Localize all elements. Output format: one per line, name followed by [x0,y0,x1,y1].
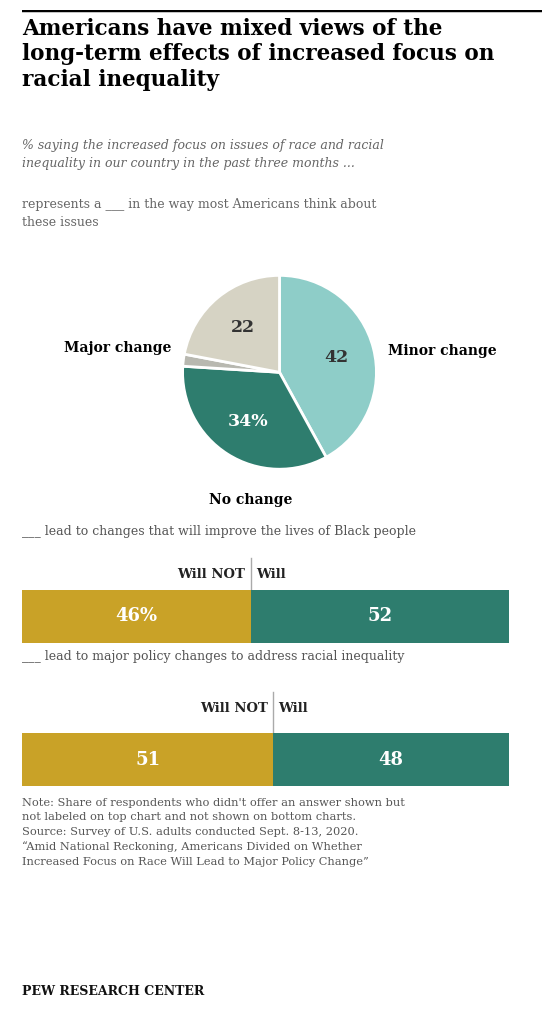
Wedge shape [183,367,326,469]
Bar [250,590,509,643]
Text: Will NOT: Will NOT [177,568,245,581]
Text: represents a ___ in the way most Americans think about
these issues: represents a ___ in the way most America… [22,198,377,228]
Text: Americans have mixed views of the
long-term effects of increased focus on
racial: Americans have mixed views of the long-t… [22,17,495,90]
Text: 34%: 34% [228,413,269,430]
Bar [22,733,273,786]
Text: Minor change: Minor change [388,344,496,358]
Text: 22: 22 [230,319,254,336]
Bar [273,733,509,786]
Wedge shape [183,354,280,373]
Text: Will NOT: Will NOT [200,701,268,715]
Text: Major change: Major change [64,341,171,355]
Wedge shape [184,275,280,373]
Text: Will: Will [278,701,307,715]
Text: 52: 52 [367,607,392,626]
Wedge shape [280,275,376,458]
Text: % saying the increased focus on issues of race and racial
inequality in our coun: % saying the increased focus on issues o… [22,139,384,170]
Text: Will: Will [255,568,286,581]
Bar [22,590,250,643]
Text: 46%: 46% [116,607,158,626]
Text: Note: Share of respondents who didn't offer an answer shown but
not labeled on t: Note: Share of respondents who didn't of… [22,798,405,866]
Text: PEW RESEARCH CENTER: PEW RESEARCH CENTER [22,985,205,998]
Text: 51: 51 [135,751,160,769]
Text: ___ lead to changes that will improve the lives of Black people: ___ lead to changes that will improve th… [22,525,416,539]
Text: No change: No change [209,494,292,508]
Text: 48: 48 [378,751,403,769]
Text: 42: 42 [324,349,348,367]
Text: ___ lead to major policy changes to address racial inequality: ___ lead to major policy changes to addr… [22,650,405,664]
